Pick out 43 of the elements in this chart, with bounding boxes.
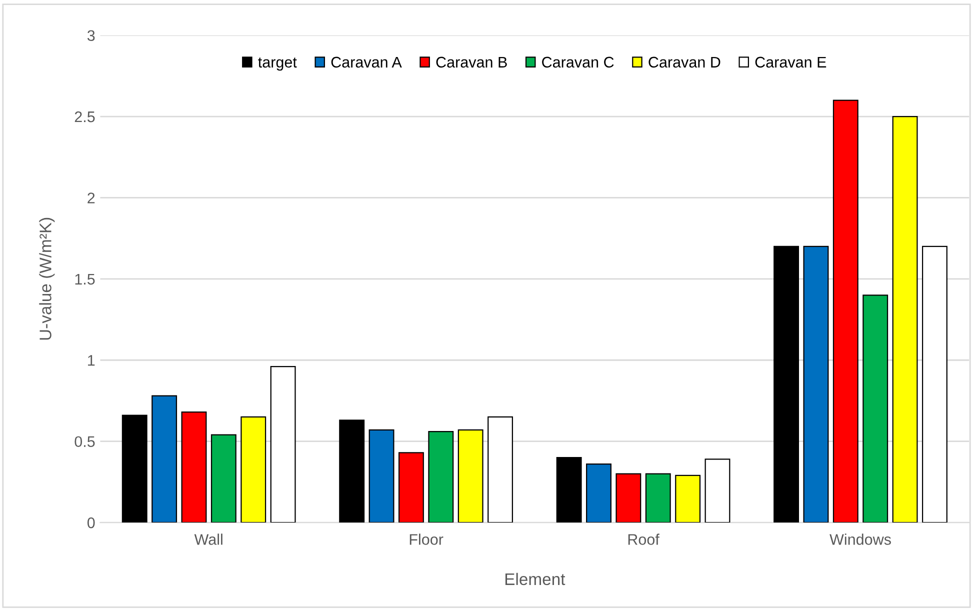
bar: [704, 458, 730, 523]
x-axis-title: Element: [505, 572, 566, 586]
bar: [803, 246, 829, 523]
bar: [152, 395, 178, 523]
y-tick-label: 3: [87, 30, 95, 42]
bar: [616, 473, 642, 523]
bar: [270, 366, 296, 523]
x-tick-label: Floor: [410, 534, 444, 545]
bar: [586, 464, 612, 523]
bar: [240, 416, 266, 523]
bar: [368, 429, 394, 523]
bar: [458, 429, 484, 523]
y-tick-label: 2.5: [74, 111, 95, 122]
y-tick-label: 0.5: [74, 436, 95, 448]
y-tick-label: 0: [87, 517, 95, 528]
bar: [181, 412, 207, 523]
bar: [339, 420, 365, 523]
bar: [428, 431, 454, 523]
legend-label: Caravan B: [436, 56, 507, 68]
x-tick-label: Roof: [628, 534, 660, 545]
x-tick-label: Wall: [194, 534, 222, 545]
legend-label: target: [258, 58, 297, 71]
bar: [210, 434, 236, 523]
bar: [922, 246, 948, 523]
bar: [556, 457, 582, 523]
y-axis-title: U-value (W/m²K): [39, 218, 55, 340]
bar: [892, 116, 918, 523]
y-tick-label: 1: [88, 355, 95, 366]
bar: [488, 416, 513, 523]
bar: [122, 414, 148, 523]
legend-label: Caravan C: [542, 56, 614, 68]
bar: [645, 473, 671, 523]
bar: [832, 100, 858, 523]
y-tick-label: 2: [88, 192, 95, 204]
bar: [675, 474, 701, 523]
y-tick-label: 1.5: [75, 274, 95, 285]
bar: [398, 452, 424, 523]
bar: [774, 246, 800, 523]
legend-label: Caravan A: [331, 56, 402, 68]
x-tick-label: Windows: [830, 534, 891, 545]
legend-label: Caravan D: [648, 56, 720, 68]
bar: [862, 294, 888, 523]
legend-label: Caravan E: [755, 56, 826, 68]
